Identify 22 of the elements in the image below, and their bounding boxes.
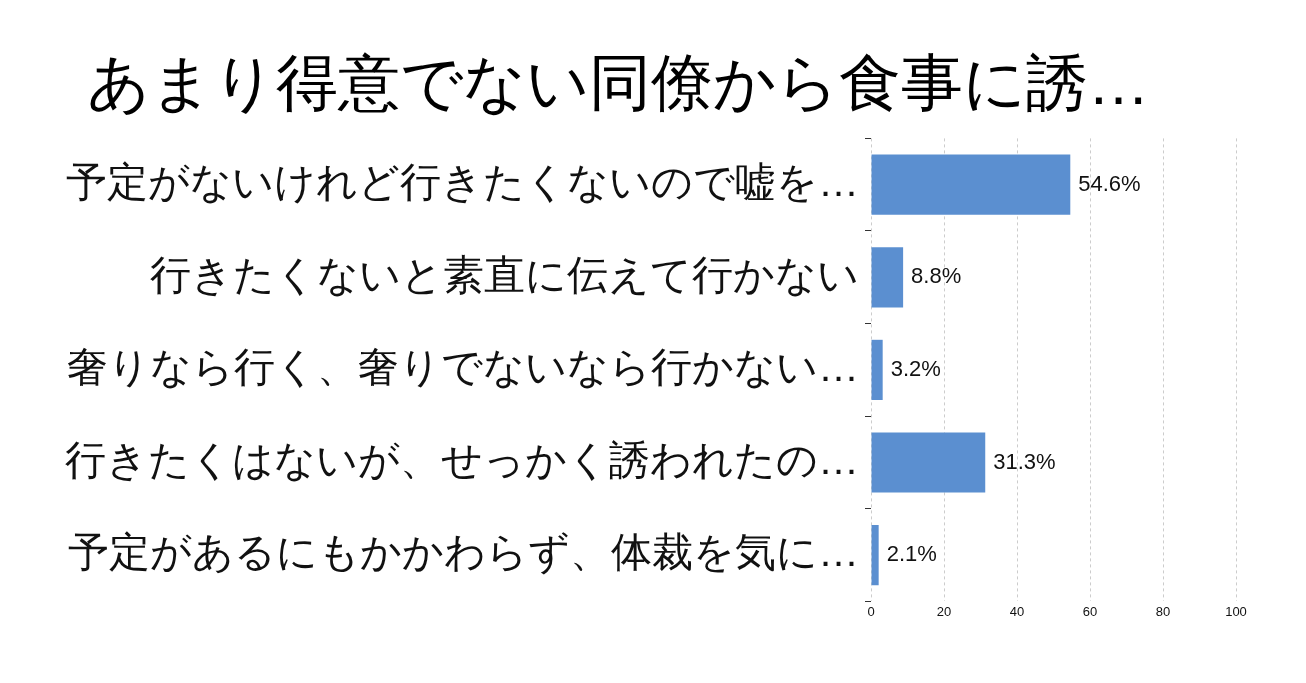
- bar: [871, 432, 986, 493]
- x-tick-label: 100: [1225, 603, 1247, 619]
- bar: [871, 154, 1071, 215]
- data-label: 31.3%: [993, 448, 1056, 474]
- chart-title: あまり得意でない同僚から食事に誘…: [86, 48, 1150, 118]
- y-tick-label: 行きたくないと素直に伝えて行かない: [150, 251, 859, 298]
- data-label: 2.1%: [886, 541, 937, 567]
- x-tick-label: 20: [936, 603, 952, 619]
- x-tick-label: 0: [867, 603, 875, 619]
- bar: [871, 247, 904, 308]
- data-label: 54.6%: [1078, 170, 1141, 196]
- x-tick-label: 40: [1009, 603, 1025, 619]
- data-label: 3.2%: [890, 355, 941, 381]
- x-tick-label: 80: [1155, 603, 1171, 619]
- x-tick-label: 60: [1082, 603, 1098, 619]
- y-tick-label: 行きたくはないが、せっかく誘われたの…: [65, 436, 859, 483]
- y-tick-label: 予定がないけれど行きたくないので嘘を…: [66, 159, 859, 206]
- bar: [871, 525, 879, 586]
- data-label: 8.8%: [911, 263, 962, 289]
- y-tick-label: 奢りなら行く、奢りでないなら行かない…: [67, 344, 859, 391]
- y-tick-label: 予定があるにもかかわらず、体裁を気に…: [68, 529, 859, 576]
- bar: [871, 339, 883, 400]
